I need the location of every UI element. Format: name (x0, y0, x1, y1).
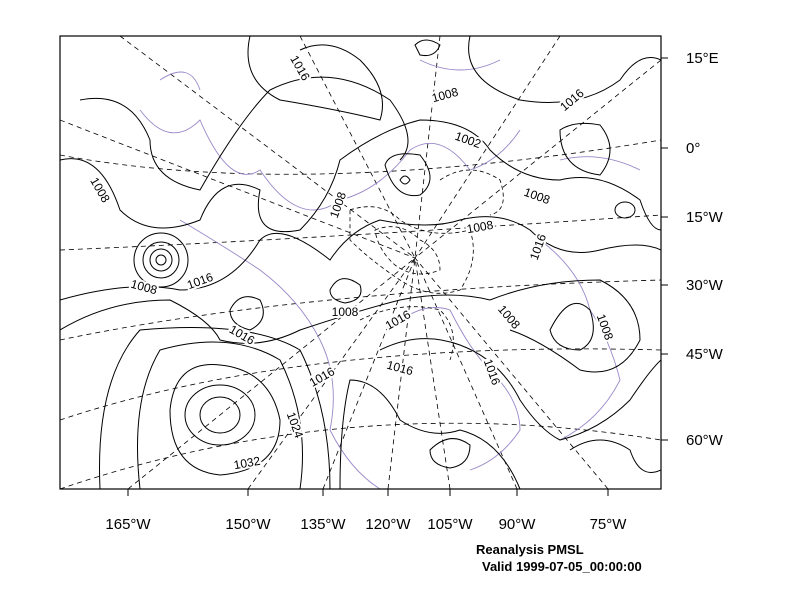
contour-label: 1008 (594, 312, 616, 342)
x-axis-label: 105°W (427, 516, 473, 533)
contours (60, 36, 661, 489)
contour-label: 1016 (527, 232, 549, 262)
contour-label: 1016 (227, 322, 257, 348)
contour-label: 1002 (453, 129, 483, 151)
y-axis-label: 15°W (686, 209, 724, 226)
coastlines (139, 59, 641, 489)
y-axis-label: 45°W (686, 346, 724, 363)
contour-label: 1008 (332, 305, 359, 319)
y-axis-label: 60°W (686, 432, 724, 449)
dashed-contours (349, 169, 504, 361)
map-frame (59, 35, 662, 490)
map-body (60, 36, 661, 489)
contour-label: 1008 (466, 218, 495, 236)
contour-label: 1016 (287, 53, 313, 83)
contour-label: 1008 (129, 277, 159, 298)
x-axis-label: 75°W (590, 516, 628, 533)
caption-line: Reanalysis PMSL (476, 542, 584, 557)
contour-label: 1008 (87, 175, 113, 205)
x-axis-label: 150°W (225, 516, 271, 533)
contour-label: 1016 (383, 307, 413, 333)
contour-label: 1008 (430, 85, 460, 106)
y-axis-label: 15°E (686, 50, 719, 67)
x-axis-label: 120°W (365, 516, 411, 533)
y-axis-label: 30°W (686, 277, 724, 294)
contour-label: 1024 (284, 410, 306, 440)
contour-label: 1008 (522, 185, 552, 207)
contour-label: 1016 (557, 86, 587, 114)
y-axis-label: 0° (686, 140, 700, 157)
contour-label: 1032 (233, 454, 262, 472)
contour-label: 1016 (385, 358, 415, 379)
graticule (60, 36, 661, 489)
contour-label: 1008 (495, 302, 523, 332)
x-axis-label: 90°W (499, 516, 537, 533)
contour-label: 1016 (481, 357, 503, 387)
caption-line: Valid 1999-07-05_00:00:00 (482, 559, 642, 574)
x-axis-label: 135°W (300, 516, 346, 533)
x-axis-label: 165°W (105, 516, 151, 533)
contour-label: 1016 (185, 270, 215, 292)
